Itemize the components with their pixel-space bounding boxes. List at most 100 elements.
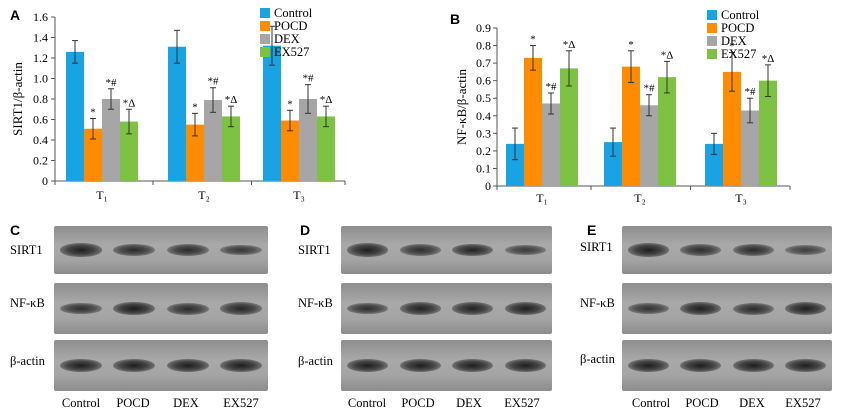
blot-band: [399, 358, 441, 373]
significance-mark: *#: [644, 83, 656, 95]
blot-d-lane-labels: Control POCD DEX EX527: [0, 396, 600, 414]
significance-mark: *Δ: [563, 39, 576, 51]
bar-control: [168, 46, 186, 181]
blot-band: [59, 243, 102, 257]
significance-mark: *#: [106, 77, 118, 89]
blot-e-lane-labels: Control POCD DEX EX527: [0, 396, 849, 414]
blot-band: [732, 244, 774, 256]
legend-label-dex: DEX: [721, 34, 747, 48]
blot-d-strip-b-actin: [341, 340, 552, 391]
chart-panel-a: A 0 0.2 0.4 0.6 0.8 1.0 1.2 1.4 1.6 SIRT1/β-actin T…: [10, 6, 346, 202]
blot-c-lane-control: Control: [61, 396, 101, 410]
blot-band: [680, 244, 722, 256]
blot-e-row-label-b-actin: β-actin: [580, 352, 615, 366]
legend-swatch-dex: [707, 36, 717, 46]
blot-band: [166, 244, 209, 256]
x-category-label: T₃: [735, 191, 747, 205]
blot-e-lane-pocd: POCD: [685, 396, 719, 410]
blot-band: [627, 243, 669, 257]
bar-charts-canvas: A 0 0.2 0.4 0.6 0.8 1.0 1.2 1.4 1.6 SIRT1/β-actin T…: [10, 6, 791, 205]
legend-swatch-control: [260, 8, 270, 18]
bar-ex527: [120, 121, 138, 181]
blot-band: [59, 302, 102, 315]
y-tick-label: 0.3: [476, 126, 491, 140]
blot-c-strip-sirt1: [54, 226, 268, 274]
panel-letter-b: B: [450, 11, 460, 27]
blot-band: [399, 302, 441, 315]
blot-band: [505, 244, 547, 256]
bar-control: [263, 45, 281, 182]
blot-band: [220, 244, 263, 256]
significance-mark: *Δ: [123, 97, 136, 109]
blot-band: [680, 301, 722, 316]
legend-label-dex: DEX: [274, 32, 300, 46]
blot-c-lane-dex: DEX: [173, 396, 199, 410]
y-tick-label: 1.0: [33, 72, 48, 86]
y-tick-label: 0.6: [476, 74, 491, 88]
blot-c-lane-labels: Control POCD DEX EX527: [0, 396, 300, 414]
blot-band: [732, 302, 774, 315]
y-axis-label: SIRT1/β-actin: [10, 62, 25, 136]
blot-d-row-label-sirt1: SIRT1: [298, 243, 331, 257]
chart-panel-b: B 0 0.1 0.2 0.3 0.4 0.5 0.6 0.7 0.8 0.9 NF-κB/β-act…: [450, 8, 791, 205]
significance-mark: *#: [546, 81, 558, 93]
significance-mark: *Δ: [225, 94, 238, 106]
blot-band: [113, 301, 156, 316]
blot-band: [505, 301, 547, 316]
legend-label-ex527: EX527: [721, 47, 756, 61]
x-category-label: T₂: [198, 188, 210, 202]
y-tick-label: 0.2: [476, 144, 491, 158]
bar-pocd: [723, 71, 741, 186]
blot-e-strip-b-actin: [622, 340, 832, 391]
blot-band: [166, 302, 209, 315]
y-tick-label: 0.9: [476, 21, 491, 35]
blot-c-row-label-b-actin: β-actin: [10, 354, 45, 368]
legend-label-pocd: POCD: [721, 21, 754, 35]
y-tick-label: 0.2: [33, 154, 48, 168]
blot-band: [452, 358, 494, 373]
blot-d-lane-dex: DEX: [456, 396, 482, 410]
blot-band: [785, 301, 827, 316]
blot-d-row-label-nfkb: NF-κB: [298, 296, 333, 310]
legend-swatch-ex527: [707, 49, 717, 59]
blot-c-row-label-sirt1: SIRT1: [10, 243, 43, 257]
blot-e-strip-nfkb: [622, 283, 832, 334]
blot-d-lane-ex527: EX527: [504, 396, 540, 410]
legend-swatch-dex: [260, 34, 270, 44]
y-tick-label: 0.4: [33, 133, 48, 147]
legend-label-control: Control: [721, 8, 760, 22]
significance-mark: *#: [208, 76, 220, 88]
legend-label-control: Control: [274, 6, 313, 20]
y-tick-label: 0.4: [476, 109, 491, 123]
significance-mark: *: [729, 41, 735, 53]
blot-band: [399, 244, 441, 256]
bar-pocd: [622, 66, 640, 186]
y-tick-label: 1.4: [33, 31, 48, 45]
y-tick-label: 0: [485, 179, 491, 193]
blot-band: [346, 302, 388, 315]
significance-mark: *: [192, 101, 198, 113]
bar-pocd: [186, 124, 204, 181]
legend-label-pocd: POCD: [274, 19, 307, 33]
legend-swatch-pocd: [260, 21, 270, 31]
y-axis-label: NF-κB/β-actin: [454, 69, 469, 145]
significance-mark: *: [628, 39, 634, 51]
bar-dex: [640, 105, 658, 186]
bar-control: [506, 143, 524, 186]
blot-c-lane-pocd: POCD: [116, 396, 150, 410]
y-tick-label: 0.8: [476, 39, 491, 53]
panel-letter-a: A: [10, 7, 20, 23]
significance-mark: *#: [745, 86, 757, 98]
blot-band: [113, 358, 156, 373]
significance-mark: *: [287, 98, 293, 110]
blot-c-strip-nfkb: [54, 283, 268, 334]
blot-e-row-label-nfkb: NF-κB: [580, 296, 615, 310]
blot-d-lane-pocd: POCD: [401, 396, 435, 410]
bar-control: [604, 142, 622, 186]
blot-d-row-label-b-actin: β-actin: [298, 354, 333, 368]
legend-label-ex527: EX527: [274, 45, 309, 59]
blot-c-lane-ex527: EX527: [223, 396, 259, 410]
bar-dex: [102, 99, 120, 181]
y-tick-label: 1.2: [33, 51, 48, 65]
x-category-label: T₁: [96, 188, 108, 202]
